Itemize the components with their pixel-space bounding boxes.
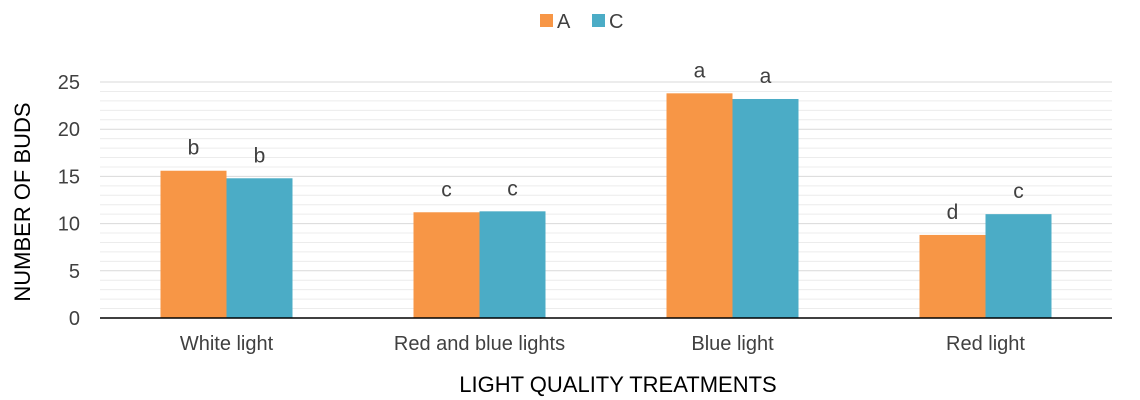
y-tick-label: 15 [58,166,80,188]
legend-swatch [540,14,553,27]
category-label: White light [180,333,274,355]
bar-a-3 [666,93,733,318]
y-tick-label: 5 [69,261,80,283]
bar-a-1 [160,170,227,318]
legend-label: C [609,11,623,33]
y-tick-label: 10 [58,214,80,236]
data-label: c [1013,180,1024,203]
y-axis-title: NUMBER OF BUDS [10,102,35,301]
data-label: a [694,59,706,82]
category-label: Red and blue lights [394,333,565,355]
y-tick-label: 0 [69,308,80,330]
bars [160,93,1052,318]
y-tick-label: 20 [58,119,80,141]
category-label: Blue light [691,333,774,355]
legend-label: A [557,11,571,33]
category-labels: White light Red and blue lights Blue light… [180,333,1026,355]
legend-swatch [592,14,605,27]
x-axis-title: LIGHT QUALITY TREATMENTS [459,372,776,397]
bar-a-4 [919,234,986,318]
y-tick-label: 25 [58,72,80,94]
bar-a-2 [413,212,480,318]
data-labels: b b c c a a d c [188,59,1024,224]
data-label: a [760,65,772,88]
data-label: c [441,178,452,201]
data-label: b [188,137,200,160]
bar-c-2 [479,211,546,318]
bar-c-4 [985,214,1052,318]
data-label: d [947,201,959,224]
bar-c-1 [226,178,293,318]
bar-c-3 [732,98,799,318]
data-label: b [254,144,266,167]
y-axis-ticks: 0 5 10 15 20 25 [58,72,80,330]
data-label: c [507,177,518,200]
category-label: Red light [946,333,1025,355]
